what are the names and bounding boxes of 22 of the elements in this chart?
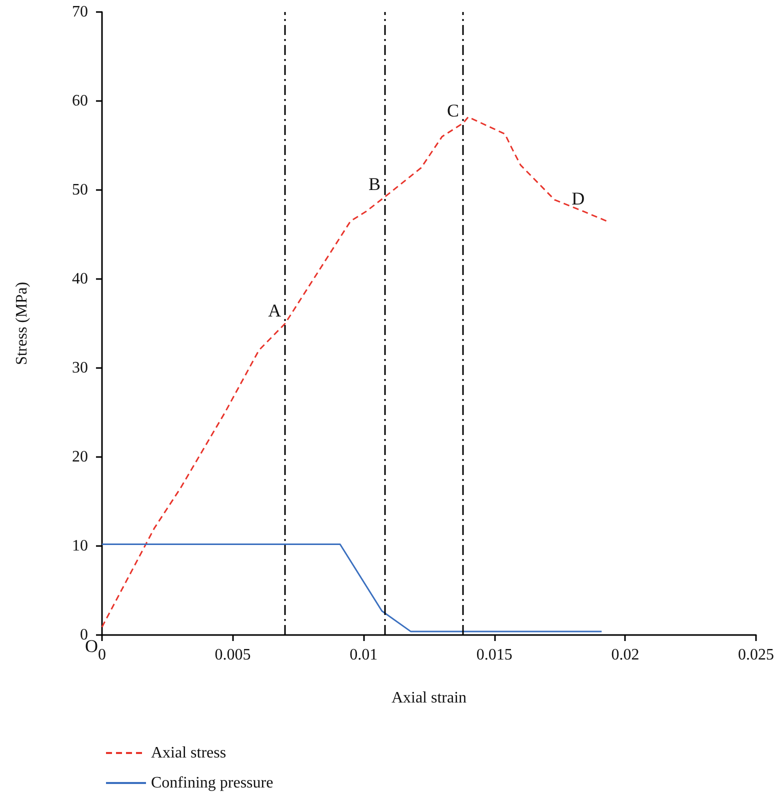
y-tick-label: 20: [72, 448, 88, 466]
y-tick-label: 40: [72, 270, 88, 288]
y-tick-label: 60: [72, 92, 88, 110]
line-series: [101, 116, 608, 628]
y-axis-title: Stress (MPa): [14, 282, 30, 366]
legend-label: Confining pressure: [151, 774, 274, 792]
y-tick-label: 10: [72, 538, 88, 554]
x-tick-label: 0.02: [611, 646, 640, 664]
x-tick-label: 0.005: [214, 646, 251, 664]
y-tick-label: 70: [72, 4, 88, 20]
x-tick-label: 0: [98, 646, 106, 664]
x-tick-label: 0.01: [350, 646, 378, 664]
annotation: A: [268, 300, 282, 320]
y-tick-label: 30: [72, 360, 88, 376]
x-tick-label: 0.015: [476, 646, 512, 664]
annotation: D: [572, 188, 585, 208]
y-tick-label: 50: [72, 182, 88, 198]
x-tick-label: 0.025: [738, 646, 774, 664]
annotation: B: [368, 174, 381, 194]
x-axis-title: Axial strain: [391, 690, 467, 706]
legend-label: Axial stress: [151, 744, 226, 762]
annotation: C: [446, 100, 460, 120]
